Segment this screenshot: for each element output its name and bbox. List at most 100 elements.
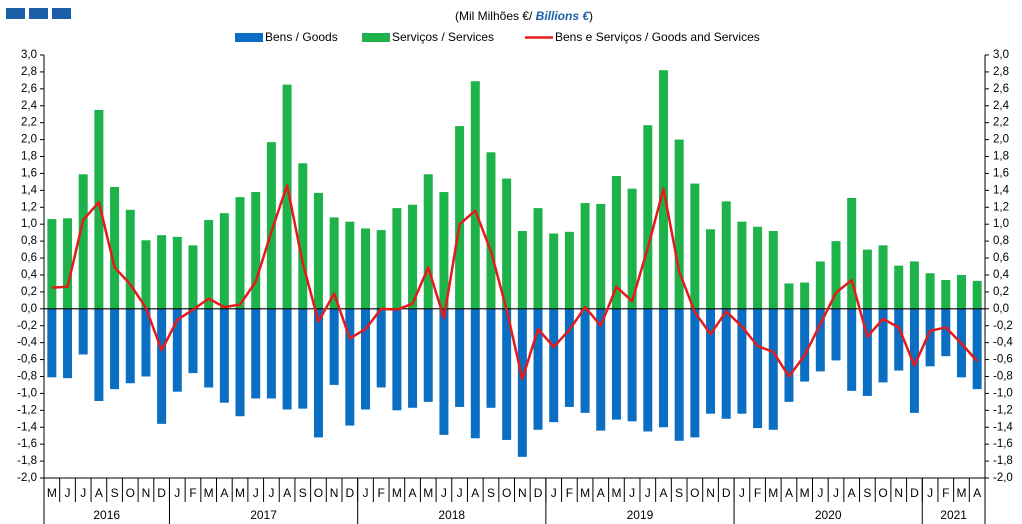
y-tick-label: 2,4: [21, 100, 38, 112]
bar: [706, 308, 716, 414]
bar: [674, 308, 684, 441]
bar: [690, 183, 700, 309]
x-tick-label: S: [487, 486, 495, 500]
x-tick-label: A: [220, 486, 228, 500]
bar: [47, 219, 57, 309]
bar: [141, 308, 151, 377]
x-tick-label: A: [95, 486, 103, 500]
year-label: 2019: [627, 508, 654, 522]
y-tick-label: 2,0: [21, 134, 37, 146]
bar: [768, 308, 778, 430]
bar: [110, 308, 120, 390]
x-tick-label: N: [706, 486, 715, 500]
bar: [737, 308, 747, 414]
legend-label: Serviços / Services: [392, 30, 494, 44]
line-series: [51, 184, 979, 381]
bar: [235, 197, 245, 309]
bar: [204, 219, 214, 309]
x-tick-label: M: [956, 486, 966, 500]
x-tick-label: J: [253, 486, 259, 500]
y2-tick-label: -0,4: [993, 337, 1013, 349]
bar: [564, 231, 574, 309]
bar: [549, 233, 559, 309]
x-tick-label: M: [235, 486, 245, 500]
bar: [690, 308, 700, 438]
y-tick-label: -1,2: [17, 404, 37, 416]
y2-tick-label: -1,6: [993, 438, 1013, 450]
x-tick-label: A: [659, 486, 667, 500]
title-end: ): [589, 9, 593, 23]
x-tick-label: J: [174, 486, 180, 500]
bar: [502, 178, 512, 309]
x-tick-label: A: [848, 486, 856, 500]
x-tick-label: J: [65, 486, 71, 500]
bar: [455, 308, 465, 407]
bar: [282, 84, 292, 309]
y-tick-label: -0,6: [17, 354, 37, 366]
bar: [894, 265, 904, 309]
y2-tick-label: 1,6: [993, 167, 1009, 179]
bar: [313, 192, 323, 309]
bar: [721, 308, 731, 419]
bar: [251, 308, 261, 399]
x-tick-label: A: [409, 486, 417, 500]
bar: [329, 308, 339, 385]
x-tick-label: N: [894, 486, 903, 500]
y2-tick-label: 0,0: [993, 303, 1009, 315]
legend-swatch: [235, 33, 263, 42]
x-tick-label: O: [502, 486, 511, 500]
y2-tick-label: 1,2: [993, 201, 1009, 213]
y2-tick-label: -0,8: [993, 371, 1013, 383]
bar: [94, 308, 104, 402]
bar: [549, 308, 559, 423]
bar: [768, 230, 778, 309]
bar: [486, 308, 496, 408]
bar: [392, 308, 402, 411]
x-tick-label: J: [268, 486, 274, 500]
bar: [94, 109, 104, 309]
bar: [627, 308, 637, 422]
y-tick-label: 1,2: [21, 201, 37, 213]
y-tick-label: -0,8: [17, 371, 37, 383]
x-tick-label: J: [739, 486, 745, 500]
bar: [266, 142, 276, 309]
y-tick-label: 1,4: [21, 184, 38, 196]
bar: [611, 175, 621, 309]
x-tick-label: S: [111, 486, 119, 500]
x-tick-label: O: [126, 486, 135, 500]
bar: [63, 308, 73, 379]
y-tick-label: 1,6: [21, 167, 37, 179]
title-en: Billions €: [536, 9, 591, 23]
bar: [784, 283, 794, 309]
bar: [470, 81, 480, 309]
bar: [894, 308, 904, 371]
bar: [361, 228, 371, 309]
bar: [172, 308, 182, 392]
y2-tick-label: 1,4: [993, 184, 1010, 196]
bar: [78, 308, 88, 355]
bar: [925, 273, 935, 309]
title-pt: (Mil Milhões €/: [455, 9, 536, 23]
bar: [298, 308, 308, 409]
year-label: 2018: [438, 508, 465, 522]
x-tick-label: J: [80, 486, 86, 500]
bar: [847, 197, 857, 309]
bar: [219, 308, 229, 403]
x-tick-label: J: [817, 486, 823, 500]
bar: [266, 308, 276, 399]
x-tick-label: M: [392, 486, 402, 500]
y-tick-label: -0,2: [17, 320, 37, 332]
bar: [408, 308, 418, 408]
x-tick-label: J: [551, 486, 557, 500]
x-tick-label: O: [690, 486, 699, 500]
logo-block: [29, 8, 48, 19]
y2-tick-label: -2,0: [993, 472, 1013, 484]
y-tick-label: 0,4: [21, 269, 38, 281]
y-tick-label: 0,2: [21, 286, 37, 298]
bar: [78, 174, 88, 309]
year-label: 2016: [93, 508, 120, 522]
y2-tick-label: -0,2: [993, 320, 1013, 332]
x-tick-label: J: [645, 486, 651, 500]
x-tick-label: F: [378, 486, 385, 500]
bar: [125, 209, 135, 309]
